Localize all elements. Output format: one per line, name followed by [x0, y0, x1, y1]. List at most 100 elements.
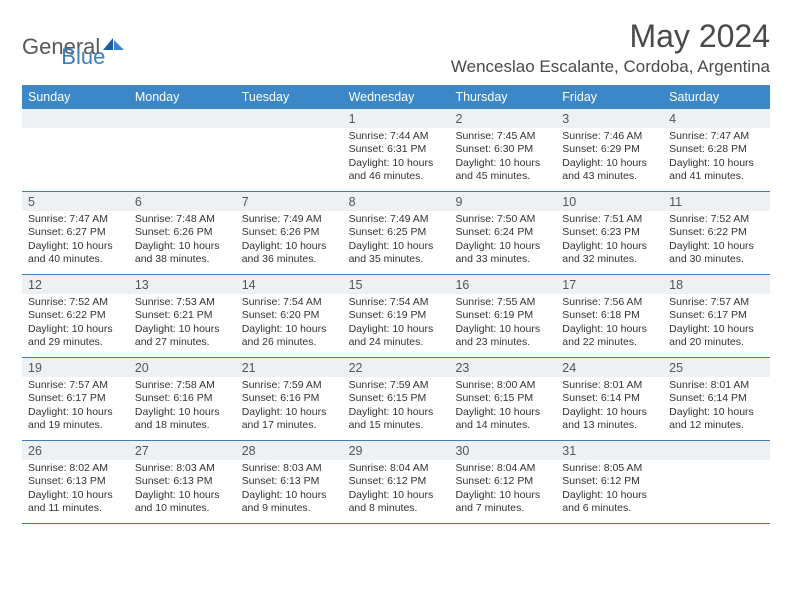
day-cell	[663, 441, 770, 523]
daylight-text: Daylight: 10 hours and 7 minutes.	[455, 489, 550, 516]
sunrise-text: Sunrise: 8:00 AM	[455, 379, 550, 392]
weekday-header: Monday	[129, 85, 236, 109]
sunset-text: Sunset: 6:22 PM	[669, 226, 764, 239]
day-cell: 16Sunrise: 7:55 AMSunset: 6:19 PMDayligh…	[449, 275, 556, 357]
day-number	[129, 109, 236, 128]
week-row: 19Sunrise: 7:57 AMSunset: 6:17 PMDayligh…	[22, 358, 770, 441]
daylight-text: Daylight: 10 hours and 24 minutes.	[349, 323, 444, 350]
day-details: Sunrise: 7:54 AMSunset: 6:19 PMDaylight:…	[343, 294, 450, 354]
sunrise-text: Sunrise: 8:04 AM	[455, 462, 550, 475]
sunrise-text: Sunrise: 7:46 AM	[562, 130, 657, 143]
day-cell: 18Sunrise: 7:57 AMSunset: 6:17 PMDayligh…	[663, 275, 770, 357]
weekday-header: Friday	[556, 85, 663, 109]
day-number: 21	[236, 358, 343, 377]
weekday-header: Wednesday	[343, 85, 450, 109]
sunset-text: Sunset: 6:26 PM	[242, 226, 337, 239]
day-cell: 31Sunrise: 8:05 AMSunset: 6:12 PMDayligh…	[556, 441, 663, 523]
day-number: 22	[343, 358, 450, 377]
day-number	[22, 109, 129, 128]
sunrise-text: Sunrise: 7:49 AM	[242, 213, 337, 226]
weekday-header: Sunday	[22, 85, 129, 109]
sunrise-text: Sunrise: 8:02 AM	[28, 462, 123, 475]
sunset-text: Sunset: 6:17 PM	[669, 309, 764, 322]
weekday-header-row: Sunday Monday Tuesday Wednesday Thursday…	[22, 85, 770, 109]
daylight-text: Daylight: 10 hours and 38 minutes.	[135, 240, 230, 267]
daylight-text: Daylight: 10 hours and 18 minutes.	[135, 406, 230, 433]
day-cell: 20 Sunrise: 7:58 AMSunset: 6:16 PMDayligh…	[129, 358, 236, 440]
day-number: 28	[236, 441, 343, 460]
day-number: 31	[556, 441, 663, 460]
day-cell: 23Sunrise: 8:00 AMSunset: 6:15 PMDayligh…	[449, 358, 556, 440]
day-number: 15	[343, 275, 450, 294]
week-row: 26Sunrise: 8:02 AMSunset: 6:13 PMDayligh…	[22, 441, 770, 524]
day-cell: 28Sunrise: 8:03 AMSunset: 6:13 PMDayligh…	[236, 441, 343, 523]
sunset-text: Sunset: 6:20 PM	[242, 309, 337, 322]
sunrise-text: Sunrise: 7:57 AM	[28, 379, 123, 392]
sunset-text: Sunset: 6:19 PM	[455, 309, 550, 322]
day-details: Sunrise: 7:57 AMSunset: 6:17 PMDaylight:…	[22, 377, 129, 437]
daylight-text: Daylight: 10 hours and 8 minutes.	[349, 489, 444, 516]
sunset-text: Sunset: 6:27 PM	[28, 226, 123, 239]
day-details: Sunrise: 8:04 AMSunset: 6:12 PMDaylight:…	[343, 460, 450, 520]
sunrise-text: Sunrise: 7:59 AM	[349, 379, 444, 392]
location-text: Wenceslao Escalante, Cordoba, Argentina	[451, 57, 770, 77]
sunrise-text: Sunrise: 7:57 AM	[669, 296, 764, 309]
sunset-text: Sunset: 6:12 PM	[455, 475, 550, 488]
day-number: 29	[343, 441, 450, 460]
daylight-text: Daylight: 10 hours and 17 minutes.	[242, 406, 337, 433]
sunrise-text: Sunrise: 7:51 AM	[562, 213, 657, 226]
title-block: May 2024 Wenceslao Escalante, Cordoba, A…	[451, 18, 770, 77]
daylight-text: Daylight: 10 hours and 33 minutes.	[455, 240, 550, 267]
day-cell: 11Sunrise: 7:52 AMSunset: 6:22 PMDayligh…	[663, 192, 770, 274]
day-number: 3	[556, 109, 663, 128]
weeks-container: 1Sunrise: 7:44 AMSunset: 6:31 PMDaylight…	[22, 109, 770, 524]
sunrise-text: Sunrise: 7:59 AM	[242, 379, 337, 392]
day-details: Sunrise: 7:52 AMSunset: 6:22 PMDaylight:…	[22, 294, 129, 354]
daylight-text: Daylight: 10 hours and 23 minutes.	[455, 323, 550, 350]
day-number: 10	[556, 192, 663, 211]
sunrise-text: Sunrise: 7:52 AM	[28, 296, 123, 309]
day-details: Sunrise: 7:59 AMSunset: 6:16 PMDaylight:…	[236, 377, 343, 437]
sunrise-text: Sunrise: 7:48 AM	[135, 213, 230, 226]
sunset-text: Sunset: 6:15 PM	[349, 392, 444, 405]
sunset-text: Sunset: 6:29 PM	[562, 143, 657, 156]
sunset-text: Sunset: 6:13 PM	[242, 475, 337, 488]
day-cell: 24Sunrise: 8:01 AMSunset: 6:14 PMDayligh…	[556, 358, 663, 440]
day-cell: 19Sunrise: 7:57 AMSunset: 6:17 PMDayligh…	[22, 358, 129, 440]
day-number: 19	[22, 358, 129, 377]
sunset-text: Sunset: 6:16 PM	[135, 392, 230, 405]
sunset-text: Sunset: 6:12 PM	[562, 475, 657, 488]
day-cell: 9Sunrise: 7:50 AMSunset: 6:24 PMDaylight…	[449, 192, 556, 274]
day-details: Sunrise: 8:04 AMSunset: 6:12 PMDaylight:…	[449, 460, 556, 520]
day-cell: 2Sunrise: 7:45 AMSunset: 6:30 PMDaylight…	[449, 109, 556, 191]
day-details: Sunrise: 8:03 AMSunset: 6:13 PMDaylight:…	[129, 460, 236, 520]
sunset-text: Sunset: 6:21 PM	[135, 309, 230, 322]
day-number: 11	[663, 192, 770, 211]
sunrise-text: Sunrise: 7:49 AM	[349, 213, 444, 226]
day-cell: 6Sunrise: 7:48 AMSunset: 6:26 PMDaylight…	[129, 192, 236, 274]
day-cell: 14Sunrise: 7:54 AMSunset: 6:20 PMDayligh…	[236, 275, 343, 357]
day-cell: 3Sunrise: 7:46 AMSunset: 6:29 PMDaylight…	[556, 109, 663, 191]
sunrise-text: Sunrise: 8:03 AM	[242, 462, 337, 475]
sunrise-text: Sunrise: 8:05 AM	[562, 462, 657, 475]
sunset-text: Sunset: 6:13 PM	[135, 475, 230, 488]
day-details: Sunrise: 7:46 AMSunset: 6:29 PMDaylight:…	[556, 128, 663, 188]
day-details: Sunrise: 7:48 AMSunset: 6:26 PMDaylight:…	[129, 211, 236, 271]
logo-text-blue: Blue	[61, 44, 105, 70]
daylight-text: Daylight: 10 hours and 36 minutes.	[242, 240, 337, 267]
day-number: 25	[663, 358, 770, 377]
day-cell: 13Sunrise: 7:53 AMSunset: 6:21 PMDayligh…	[129, 275, 236, 357]
day-details: Sunrise: 8:05 AMSunset: 6:12 PMDaylight:…	[556, 460, 663, 520]
day-cell: 10Sunrise: 7:51 AMSunset: 6:23 PMDayligh…	[556, 192, 663, 274]
day-number: 20	[129, 358, 236, 377]
day-number: 23	[449, 358, 556, 377]
day-number: 24	[556, 358, 663, 377]
sunrise-text: Sunrise: 7:58 AM	[135, 379, 230, 392]
sunset-text: Sunset: 6:16 PM	[242, 392, 337, 405]
day-number	[663, 441, 770, 460]
daylight-text: Daylight: 10 hours and 19 minutes.	[28, 406, 123, 433]
day-number: 17	[556, 275, 663, 294]
daylight-text: Daylight: 10 hours and 26 minutes.	[242, 323, 337, 350]
day-details: Sunrise: 8:01 AMSunset: 6:14 PMDaylight:…	[556, 377, 663, 437]
sunset-text: Sunset: 6:23 PM	[562, 226, 657, 239]
